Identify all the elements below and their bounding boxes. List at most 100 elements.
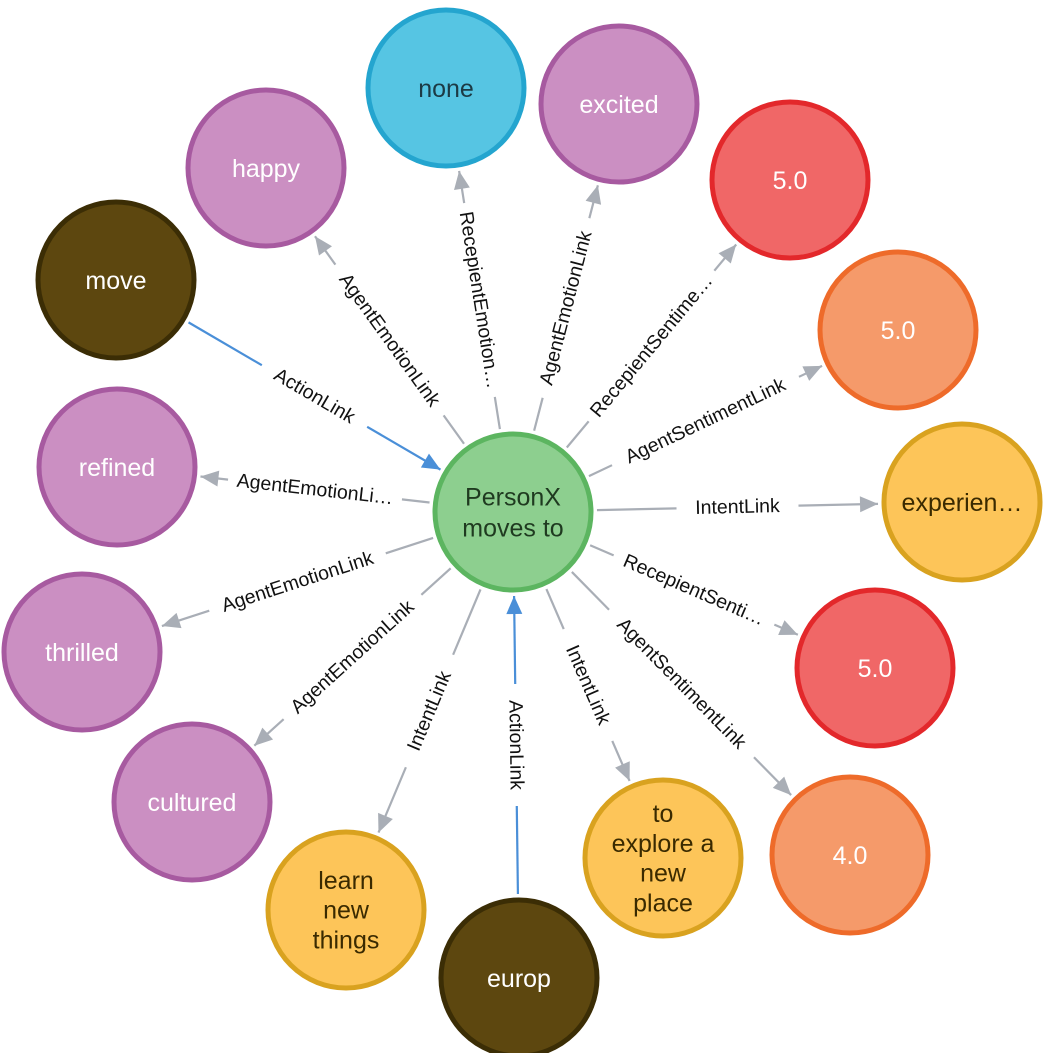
- node-none-label: none: [418, 75, 474, 103]
- node-learn-label: new: [323, 897, 370, 925]
- node-experience-circle: [881, 421, 1043, 583]
- edge-move-label: ActionLink: [270, 364, 359, 429]
- node-sent2[interactable]: 5.0: [817, 249, 979, 411]
- node-experience-label: experien…: [902, 489, 1023, 517]
- edge-sent3-arrowhead: [778, 620, 798, 635]
- node-move[interactable]: move: [35, 199, 197, 361]
- node-learn-circle: [265, 829, 427, 991]
- node-explore-label: new: [640, 860, 687, 888]
- edge-cultured-arrowhead: [254, 727, 274, 746]
- node-center[interactable]: PersonX moves to: [432, 431, 594, 593]
- edge-none-line: [493, 396, 501, 430]
- node-cultured[interactable]: cultured: [111, 721, 273, 883]
- edge-sent2-line: [588, 464, 613, 478]
- edge-happy-label: AgentEmotionLink: [334, 269, 444, 411]
- node-explore-label: to: [653, 800, 674, 828]
- node-explore-label: place: [633, 889, 693, 917]
- nodes-layer: none excited 5.0 5.0 experien… 5.0 4.0 toexplor…: [1, 7, 1043, 1053]
- edge-cultured-line: [420, 567, 452, 596]
- node-thrilled-label: thrilled: [45, 639, 119, 667]
- edge-excited-line: [533, 397, 544, 431]
- node-excited-label: excited: [579, 91, 658, 119]
- node-center-label: moves to: [462, 515, 563, 543]
- node-europ-circle: [438, 897, 600, 1053]
- node-sent4-label: 4.0: [833, 842, 868, 870]
- edge-explore-line: [545, 588, 565, 630]
- edge-move-line: [187, 321, 263, 367]
- edge-excited-label: AgentEmotionLink: [535, 228, 596, 387]
- node-center-circle: [432, 431, 594, 593]
- edge-sent3-line: [589, 544, 615, 557]
- node-thrilled[interactable]: thrilled: [1, 571, 163, 733]
- node-europ-label: europ: [487, 965, 551, 993]
- edge-sent4-arrowhead: [772, 776, 792, 796]
- node-sent3-circle: [794, 587, 956, 749]
- edge-sent2-arrowhead: [802, 365, 823, 381]
- edge-sent4-label: AgentSentimentLink: [612, 614, 750, 754]
- node-refined[interactable]: refined: [36, 386, 198, 548]
- node-center-label: PersonX: [465, 484, 561, 512]
- edge-happy-line: [442, 414, 465, 445]
- edge-thrilled-line: [385, 536, 434, 555]
- node-cultured-circle: [111, 721, 273, 883]
- node-experience[interactable]: experien…: [881, 421, 1043, 583]
- edge-learn-line: [452, 589, 482, 656]
- node-move-label: move: [85, 267, 146, 295]
- edge-learn-arrowhead: [378, 812, 393, 833]
- edge-happy-arrowhead: [314, 236, 332, 256]
- edge-none-label: RecepientEmotion…: [455, 210, 505, 390]
- node-sent2-circle: [817, 249, 979, 411]
- node-sent1-circle: [709, 99, 871, 261]
- edge-thrilled-label: AgentEmotionLink: [219, 547, 377, 617]
- edge-sent1-arrowhead: [718, 244, 737, 264]
- edge-explore-arrowhead: [615, 761, 630, 781]
- edge-europ-arrowhead: [506, 595, 523, 615]
- node-refined-circle: [36, 386, 198, 548]
- edge-experience-arrowhead: [859, 496, 879, 513]
- node-sent3[interactable]: 5.0: [794, 587, 956, 749]
- edge-europ-line: [515, 805, 520, 895]
- edge-cultured-label: AgentEmotionLink: [286, 596, 418, 719]
- edge-experience-line: [596, 507, 677, 512]
- edge-sent3-label: RecepientSenti…: [620, 550, 768, 630]
- edge-sent1-line: [565, 420, 590, 449]
- node-happy[interactable]: happy: [185, 87, 347, 249]
- node-excited[interactable]: excited: [538, 23, 700, 185]
- edge-europ-label: ActionLink: [504, 700, 527, 790]
- node-sent4-circle: [769, 774, 931, 936]
- node-sent2-label: 5.0: [881, 317, 916, 345]
- edge-sent1-label: RecepientSentime…: [586, 270, 717, 421]
- edge-learn-label: IntentLink: [403, 668, 456, 755]
- node-refined-label: refined: [79, 454, 155, 482]
- node-explore-label: explore a: [612, 830, 715, 858]
- edge-explore-label: IntentLink: [561, 642, 615, 729]
- node-europ[interactable]: europ: [438, 897, 600, 1053]
- node-move-circle: [35, 199, 197, 361]
- node-learn-label: learn: [318, 867, 374, 895]
- node-cultured-label: cultured: [148, 789, 237, 817]
- node-sent4[interactable]: 4.0: [769, 774, 931, 936]
- edge-thrilled-arrowhead: [161, 612, 182, 629]
- node-explore-circle: [582, 777, 744, 939]
- node-happy-circle: [185, 87, 347, 249]
- edge-move-arrowhead: [420, 453, 441, 470]
- node-sent3-label: 5.0: [858, 655, 893, 683]
- edge-sent2-label: AgentSentimentLink: [622, 374, 789, 469]
- node-learn-label: things: [313, 926, 380, 954]
- edge-none-arrowhead: [454, 170, 470, 190]
- node-none-circle: [365, 7, 527, 169]
- edge-refined-arrowhead: [200, 470, 220, 487]
- edge-refined-line: [401, 498, 430, 504]
- edge-excited-arrowhead: [585, 185, 602, 205]
- node-sent1[interactable]: 5.0: [709, 99, 871, 261]
- node-happy-label: happy: [232, 155, 301, 183]
- edge-experience-label: IntentLink: [695, 495, 780, 519]
- node-thrilled-circle: [1, 571, 163, 733]
- edge-sent4-line: [571, 571, 610, 611]
- node-none[interactable]: none: [365, 7, 527, 169]
- node-excited-circle: [538, 23, 700, 185]
- node-sent1-label: 5.0: [773, 167, 808, 195]
